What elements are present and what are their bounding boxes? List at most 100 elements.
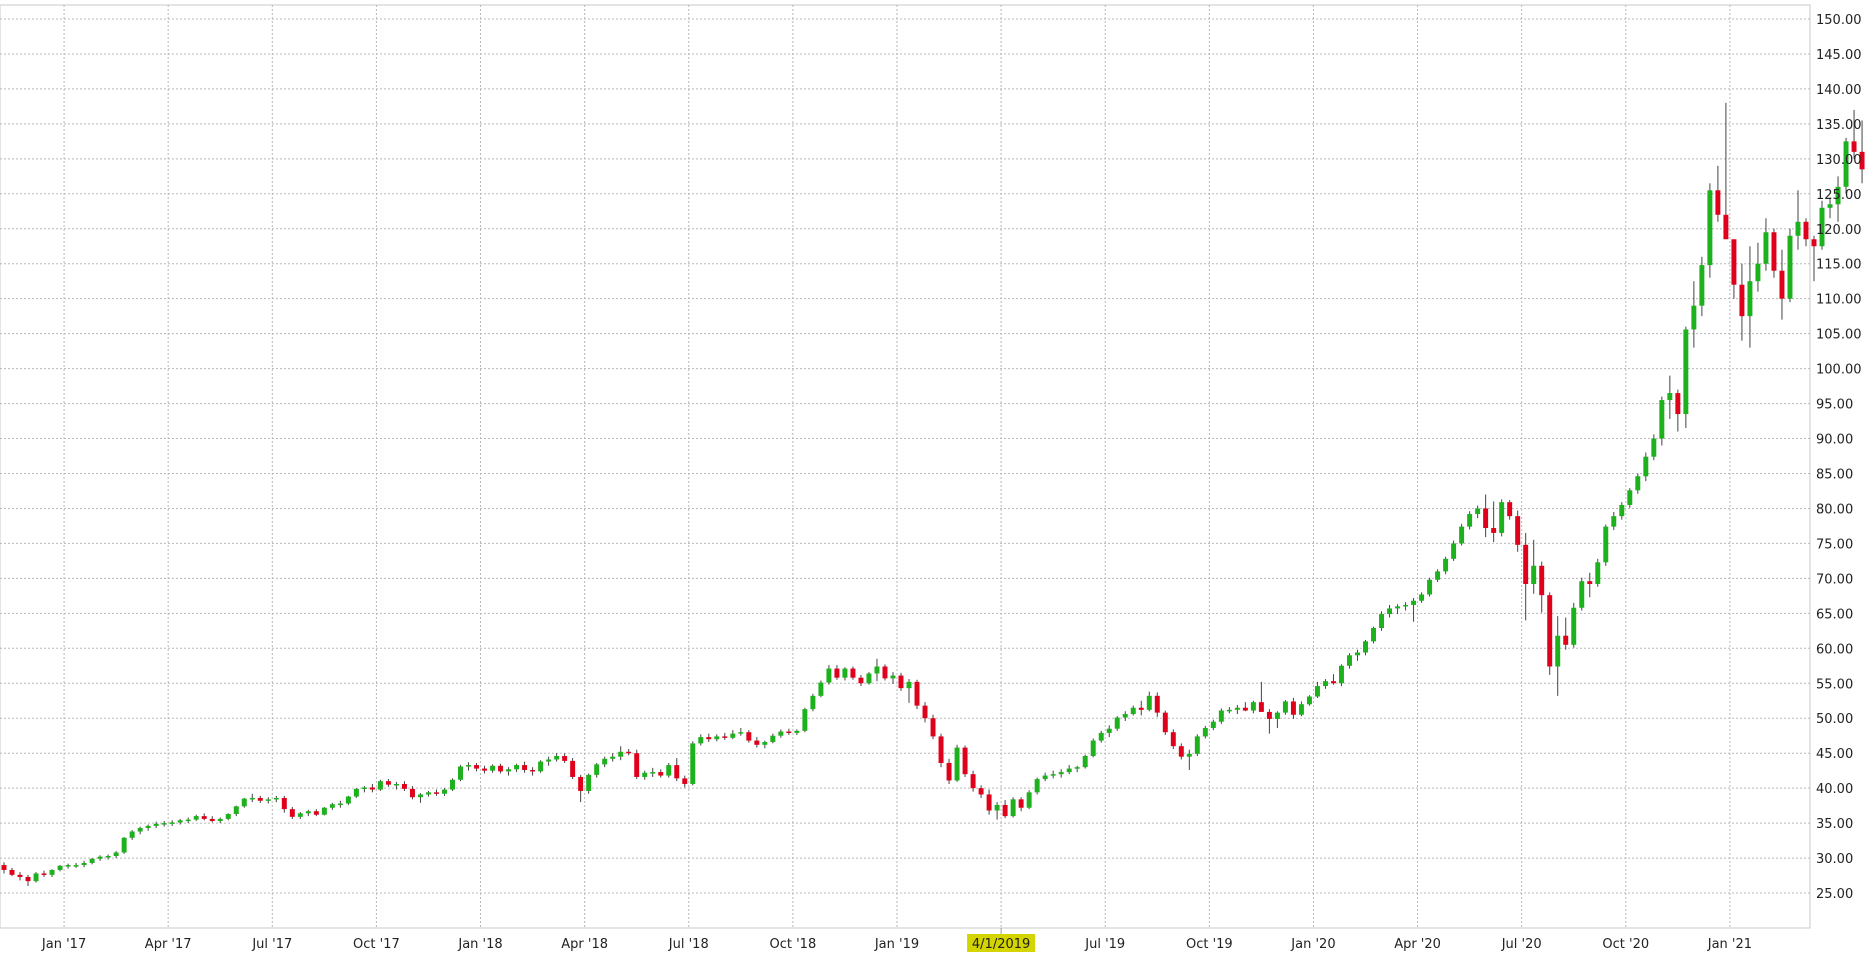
candle-up (1306, 696, 1312, 705)
x-tick-label: Jul '17 (251, 937, 292, 952)
candle-layer (1, 102, 1865, 887)
candle-down (1178, 746, 1184, 757)
candle-up (273, 797, 279, 800)
candle-down (409, 788, 415, 798)
candle-down (498, 765, 504, 772)
candle-down (850, 668, 856, 678)
candle-up (1411, 600, 1417, 605)
y-tick-label: 140.00 (1816, 83, 1862, 98)
y-tick-label: 115.00 (1816, 258, 1862, 273)
candle-down (1675, 393, 1681, 415)
candle-up (1699, 265, 1705, 306)
x-tick-label: Oct '17 (353, 937, 400, 952)
candle-down (1258, 702, 1264, 712)
x-axis: Jan '17 Apr '17 Jul '17 Oct '17 Jan '18 Apr '… (41, 928, 1752, 952)
candle-up (137, 828, 143, 832)
candle-up (1355, 652, 1360, 656)
candle-up (1210, 721, 1216, 729)
candle-down (1330, 681, 1336, 684)
candle-up (345, 796, 351, 804)
candle-up (1795, 221, 1801, 236)
candle-down (914, 681, 920, 706)
candle-down (1547, 595, 1553, 667)
candle-down (1739, 284, 1745, 317)
candle-down (1811, 239, 1817, 247)
y-tick-label: 60.00 (1816, 642, 1853, 657)
candle-up (1579, 581, 1585, 608)
candle-up (417, 794, 423, 798)
candle-up (1082, 755, 1088, 768)
candle-down (1018, 799, 1024, 808)
y-tick-label: 50.00 (1816, 712, 1853, 727)
candle-up (1090, 740, 1096, 756)
candle-up (57, 865, 63, 870)
candle-down (626, 751, 632, 754)
candle-down (786, 731, 792, 734)
x-tick-label: Jul '18 (668, 937, 709, 952)
candle-up (810, 695, 816, 710)
candle-up (1571, 607, 1577, 645)
candle-up (1475, 508, 1481, 515)
y-tick-label: 135.00 (1816, 118, 1862, 133)
candle-down (1731, 239, 1737, 285)
candle-up (1531, 565, 1537, 584)
candle-up (1050, 774, 1056, 776)
candle-up (113, 852, 119, 856)
y-tick-label: 85.00 (1816, 467, 1853, 482)
candle-down (209, 818, 215, 822)
x-tick-label: Oct '18 (770, 937, 817, 952)
candle-up (1499, 502, 1505, 533)
candle-up (1218, 710, 1224, 722)
candle-up (1234, 707, 1240, 710)
candle-up (329, 804, 335, 808)
candle-up (890, 675, 896, 679)
candle-down (482, 768, 488, 771)
candle-down (706, 737, 712, 740)
candle-down (401, 783, 407, 789)
candle-down (9, 869, 15, 875)
candle-up (1787, 235, 1793, 299)
candle-down (1483, 508, 1489, 529)
y-tick-label: 45.00 (1816, 747, 1853, 762)
y-tick-label: 100.00 (1816, 363, 1862, 378)
candle-up (762, 742, 768, 745)
candle-up (1130, 707, 1136, 715)
candle-up (1322, 681, 1328, 687)
x-tick-label: Oct '19 (1186, 937, 1233, 952)
candle-down (1162, 712, 1168, 733)
candle-down (1563, 635, 1569, 645)
candle-down (1491, 528, 1497, 533)
candle-up (818, 682, 824, 696)
candle-down (313, 811, 319, 815)
candle-down (986, 794, 992, 811)
candle-down (1154, 695, 1160, 713)
candle-up (1603, 526, 1609, 563)
candle-up (1427, 579, 1433, 595)
candle-up (1226, 709, 1232, 712)
candle-up (1250, 702, 1256, 711)
candle-up (97, 856, 103, 859)
candle-down (978, 788, 984, 795)
candle-up (1363, 641, 1368, 653)
candle-down (1242, 707, 1248, 711)
candle-up (842, 668, 848, 678)
date-highlight-badge (967, 934, 1036, 952)
candle-up (954, 747, 960, 781)
candle-up (1403, 604, 1409, 607)
candle-up (586, 774, 592, 791)
candle-up (1114, 717, 1120, 729)
candle-up (826, 668, 832, 683)
candle-up (602, 758, 608, 765)
x-tick-label: Apr '18 (561, 937, 608, 952)
candle-up (874, 666, 880, 674)
candle-up (1314, 686, 1320, 697)
candle-up (1194, 736, 1200, 754)
candle-up (1459, 526, 1465, 544)
candle-up (458, 766, 463, 780)
candle-down (522, 765, 528, 770)
candle-up (714, 736, 720, 740)
candle-down (898, 675, 904, 689)
candle-up (610, 756, 616, 759)
candle-up (1555, 635, 1561, 667)
